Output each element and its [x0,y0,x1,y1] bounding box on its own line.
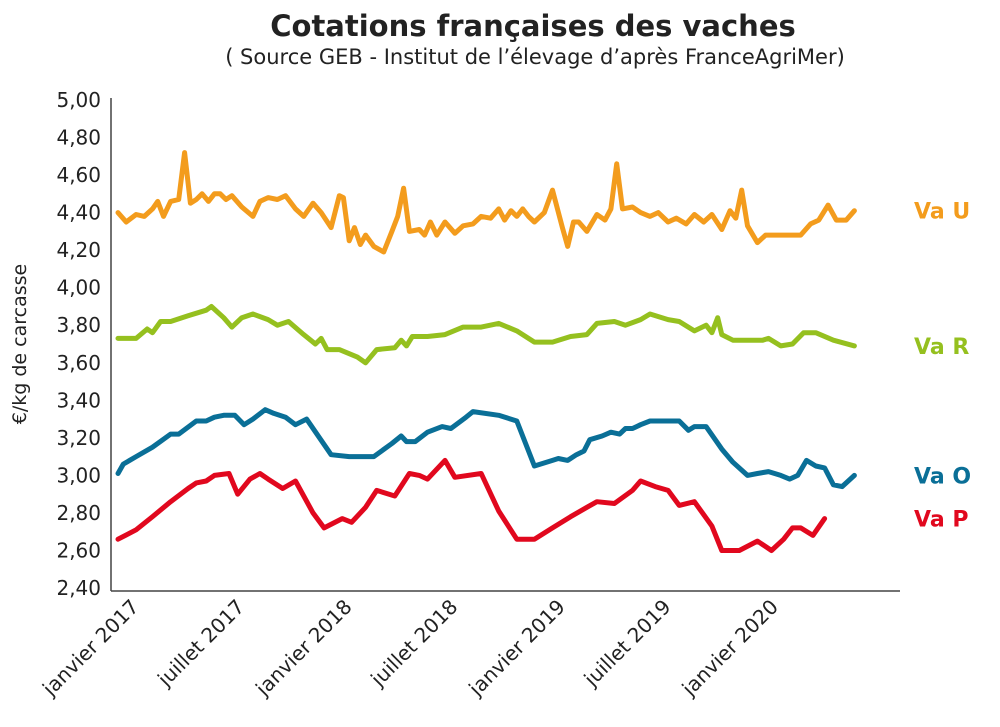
x-axis-ticks: janvier 2017 juillet 2017 janvier 2018 juil… [37,595,783,702]
y-tick-label: 4,60 [56,163,101,187]
y-tick-label: 3,80 [56,313,101,337]
y-tick-label: 3,20 [56,426,101,450]
x-tick-label: janvier 2020 [676,595,783,702]
series-label-va-r: Va R [914,335,969,360]
series-label-va-p: Va P [914,508,968,533]
series-line-va-r [115,304,857,366]
series-label-va-o: Va O [914,464,971,489]
y-tick-label: 2,40 [56,576,101,600]
y-tick-label: 5,00 [56,88,101,112]
y-axis-label: €/kg de carcasse [9,264,31,424]
y-tick-label: 3,60 [56,351,101,375]
y-tick-label: 4,40 [56,201,101,225]
chart-title: Cotations françaises des vaches [270,9,796,43]
x-tick-label: juillet 2019 [578,595,675,692]
series-label-va-u: Va U [914,200,970,225]
x-tick-label: janvier 2019 [463,595,570,702]
series-line-va-o [115,407,857,490]
y-tick-label: 4,80 [56,126,101,150]
y-tick-label: 3,00 [56,463,101,487]
y-tick-label: 2,80 [56,501,101,525]
x-tick-label: juillet 2018 [365,595,462,692]
x-tick-label: janvier 2018 [250,595,357,702]
x-tick-label: juillet 2017 [152,595,249,692]
series-lines [115,150,857,553]
series-labels: Va U Va R Va O Va P [914,200,971,533]
y-tick-label: 2,60 [56,538,101,562]
y-tick-label: 4,00 [56,276,101,300]
series-line-va-u [115,150,857,255]
x-tick-label: janvier 2017 [37,595,144,702]
y-axis-ticks: 2,40 2,60 2,80 3,00 3,20 3,40 3,60 3,80 4,00 4,20… [56,88,101,600]
series-line-va-p [115,457,828,553]
y-tick-label: 4,20 [56,238,101,262]
chart-subtitle: ( Source GEB - Institut de l’élevage d’a… [225,45,845,69]
y-tick-label: 3,40 [56,388,101,412]
